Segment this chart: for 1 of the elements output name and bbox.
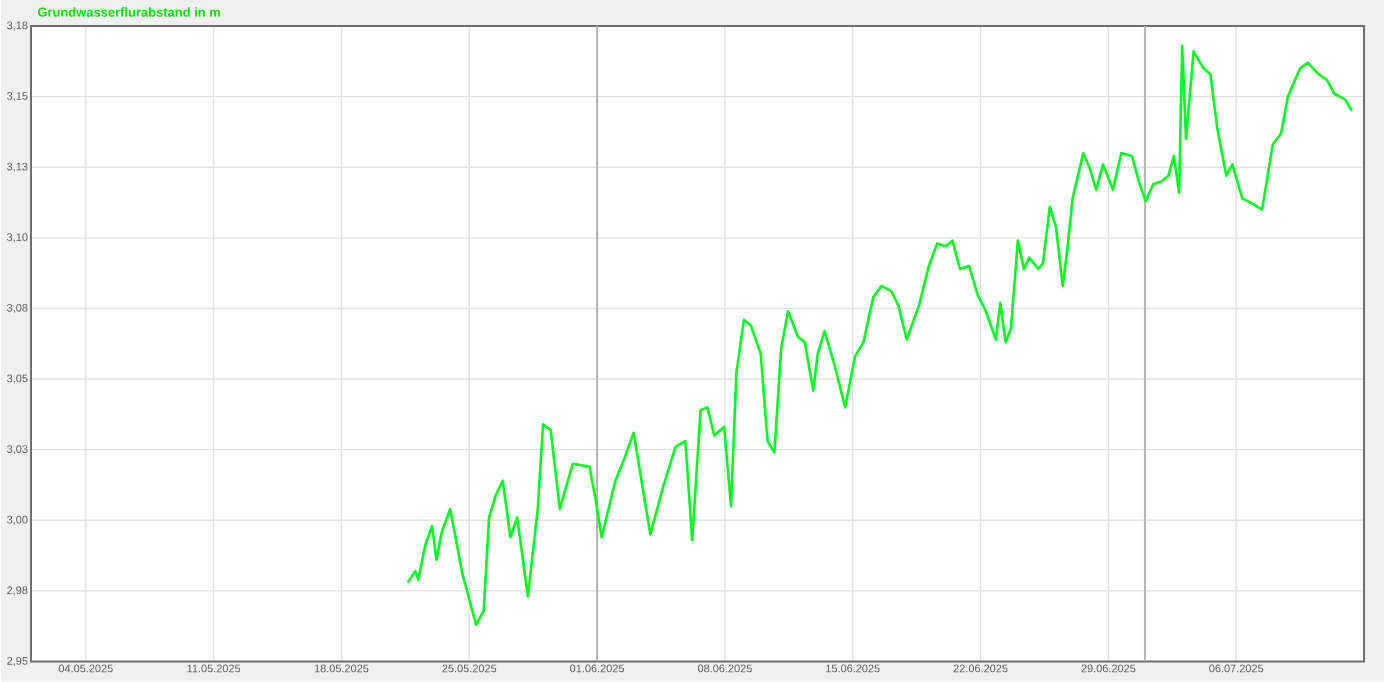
line-series	[406, 44, 1354, 627]
